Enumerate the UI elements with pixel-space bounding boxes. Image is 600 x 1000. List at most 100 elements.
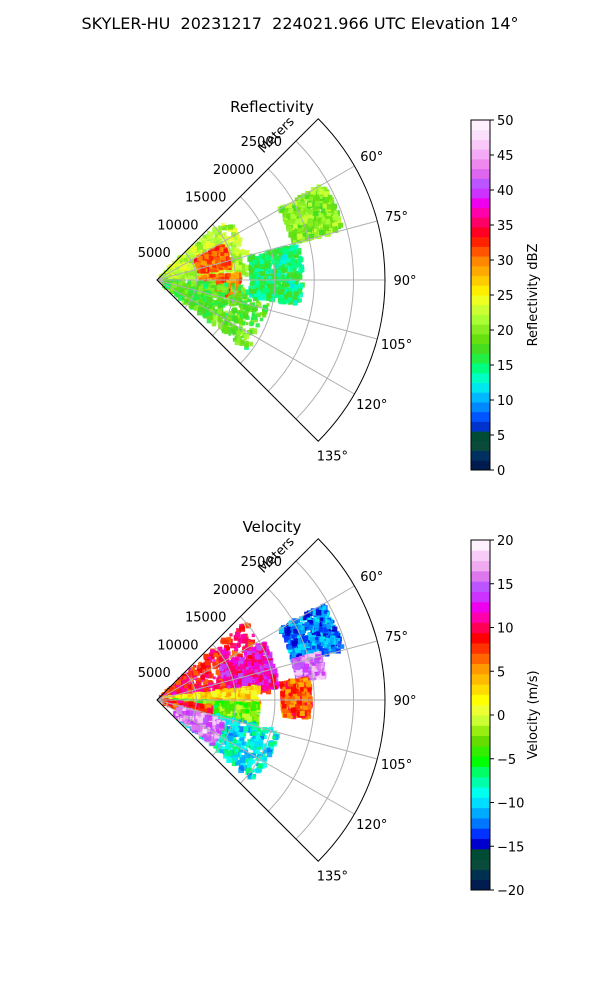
echo-cell xyxy=(228,242,232,247)
echo-cell xyxy=(216,254,221,259)
echo-cell xyxy=(241,663,248,669)
echo-cell xyxy=(242,646,247,652)
echo-cell xyxy=(240,623,244,627)
echo-cell xyxy=(177,266,182,272)
echo-cell xyxy=(184,299,190,305)
echo-cell xyxy=(204,262,210,268)
echo-cell xyxy=(170,687,175,692)
echo-cell xyxy=(165,694,171,699)
echo-cell xyxy=(227,224,234,230)
echo-cell xyxy=(230,642,236,649)
echo-cell xyxy=(228,688,234,693)
echo-cell xyxy=(215,261,220,266)
echo-cell xyxy=(255,276,261,282)
echo-cell xyxy=(177,286,184,292)
echo-cell xyxy=(271,292,277,298)
echo-cell xyxy=(224,662,229,667)
echo-cell xyxy=(224,260,228,264)
echo-cell xyxy=(245,666,249,670)
echo-cell xyxy=(163,280,169,286)
echo-cell xyxy=(328,198,332,203)
echo-cell xyxy=(291,273,298,280)
echo-cell xyxy=(253,720,260,726)
echo-cell xyxy=(234,656,241,663)
echo-cell xyxy=(224,678,230,684)
echo-cell xyxy=(253,258,258,263)
echo-cell xyxy=(205,265,211,270)
echo-cell xyxy=(169,686,175,693)
echo-cell xyxy=(312,219,319,226)
echo-cell xyxy=(295,209,300,214)
echo-cell xyxy=(238,707,245,714)
echo-cell xyxy=(201,701,206,706)
echo-cell xyxy=(221,303,226,308)
echo-cell xyxy=(234,713,239,719)
echo-cell xyxy=(227,666,233,671)
echo-cell xyxy=(310,190,314,194)
echo-cell xyxy=(169,282,175,288)
echo-cell xyxy=(224,255,230,261)
echo-cell xyxy=(206,252,211,258)
echo-cell xyxy=(227,689,232,694)
echo-cell xyxy=(202,279,208,285)
echo-cell xyxy=(204,260,209,265)
echo-cell xyxy=(218,275,223,280)
echo-cell xyxy=(203,283,209,290)
echo-cell xyxy=(331,222,336,227)
echo-cell xyxy=(216,265,222,271)
echo-cell xyxy=(220,312,226,318)
echo-cell xyxy=(220,292,226,298)
echo-cell xyxy=(203,698,208,703)
echo-cell xyxy=(247,670,254,677)
echo-cell xyxy=(216,258,223,265)
echo-cell xyxy=(237,261,243,267)
echo-cell xyxy=(199,700,203,704)
echo-cell xyxy=(217,646,223,653)
echo-cell xyxy=(206,281,213,288)
colorbar-swatch xyxy=(471,217,490,228)
echo-cell xyxy=(190,272,197,279)
echo-cell xyxy=(235,704,239,708)
echo-cell xyxy=(229,280,234,285)
echo-cell xyxy=(208,252,213,257)
echo-cell xyxy=(226,289,231,294)
echo-cell xyxy=(185,672,192,678)
echo-cell xyxy=(323,225,329,231)
echo-cell xyxy=(320,191,325,196)
echo-cell xyxy=(267,263,272,267)
echo-cell xyxy=(239,663,245,670)
echo-cell xyxy=(266,671,272,676)
echo-cell xyxy=(207,277,212,282)
echo-cell xyxy=(221,287,227,293)
echo-cell xyxy=(304,218,308,222)
echo-cell xyxy=(258,273,264,279)
echo-cell xyxy=(213,690,218,695)
echo-cell xyxy=(172,683,178,689)
echo-cell xyxy=(230,327,235,332)
echo-cell xyxy=(268,275,272,280)
echo-cell xyxy=(166,281,170,285)
echo-cell xyxy=(202,294,206,298)
echo-cell xyxy=(190,700,195,705)
echo-cell xyxy=(200,264,204,269)
echo-cell xyxy=(251,305,258,312)
echo-cell xyxy=(215,249,219,253)
echo-cell xyxy=(254,270,261,276)
echo-cell xyxy=(223,699,228,704)
echo-cell xyxy=(239,662,244,667)
echo-cell xyxy=(213,274,219,280)
echo-cell xyxy=(234,661,239,665)
echo-cell xyxy=(232,315,238,321)
echo-cell xyxy=(206,296,213,303)
echo-cell xyxy=(290,259,297,266)
echo-cell xyxy=(188,670,192,675)
echo-cell xyxy=(244,668,249,674)
echo-cell xyxy=(194,261,201,268)
echo-cell xyxy=(174,269,179,274)
echo-cell xyxy=(255,275,260,281)
echo-cell xyxy=(200,256,206,262)
echo-cell xyxy=(223,657,229,664)
echo-cell xyxy=(208,267,214,272)
echo-cell xyxy=(250,694,255,700)
echo-cell xyxy=(209,282,214,286)
